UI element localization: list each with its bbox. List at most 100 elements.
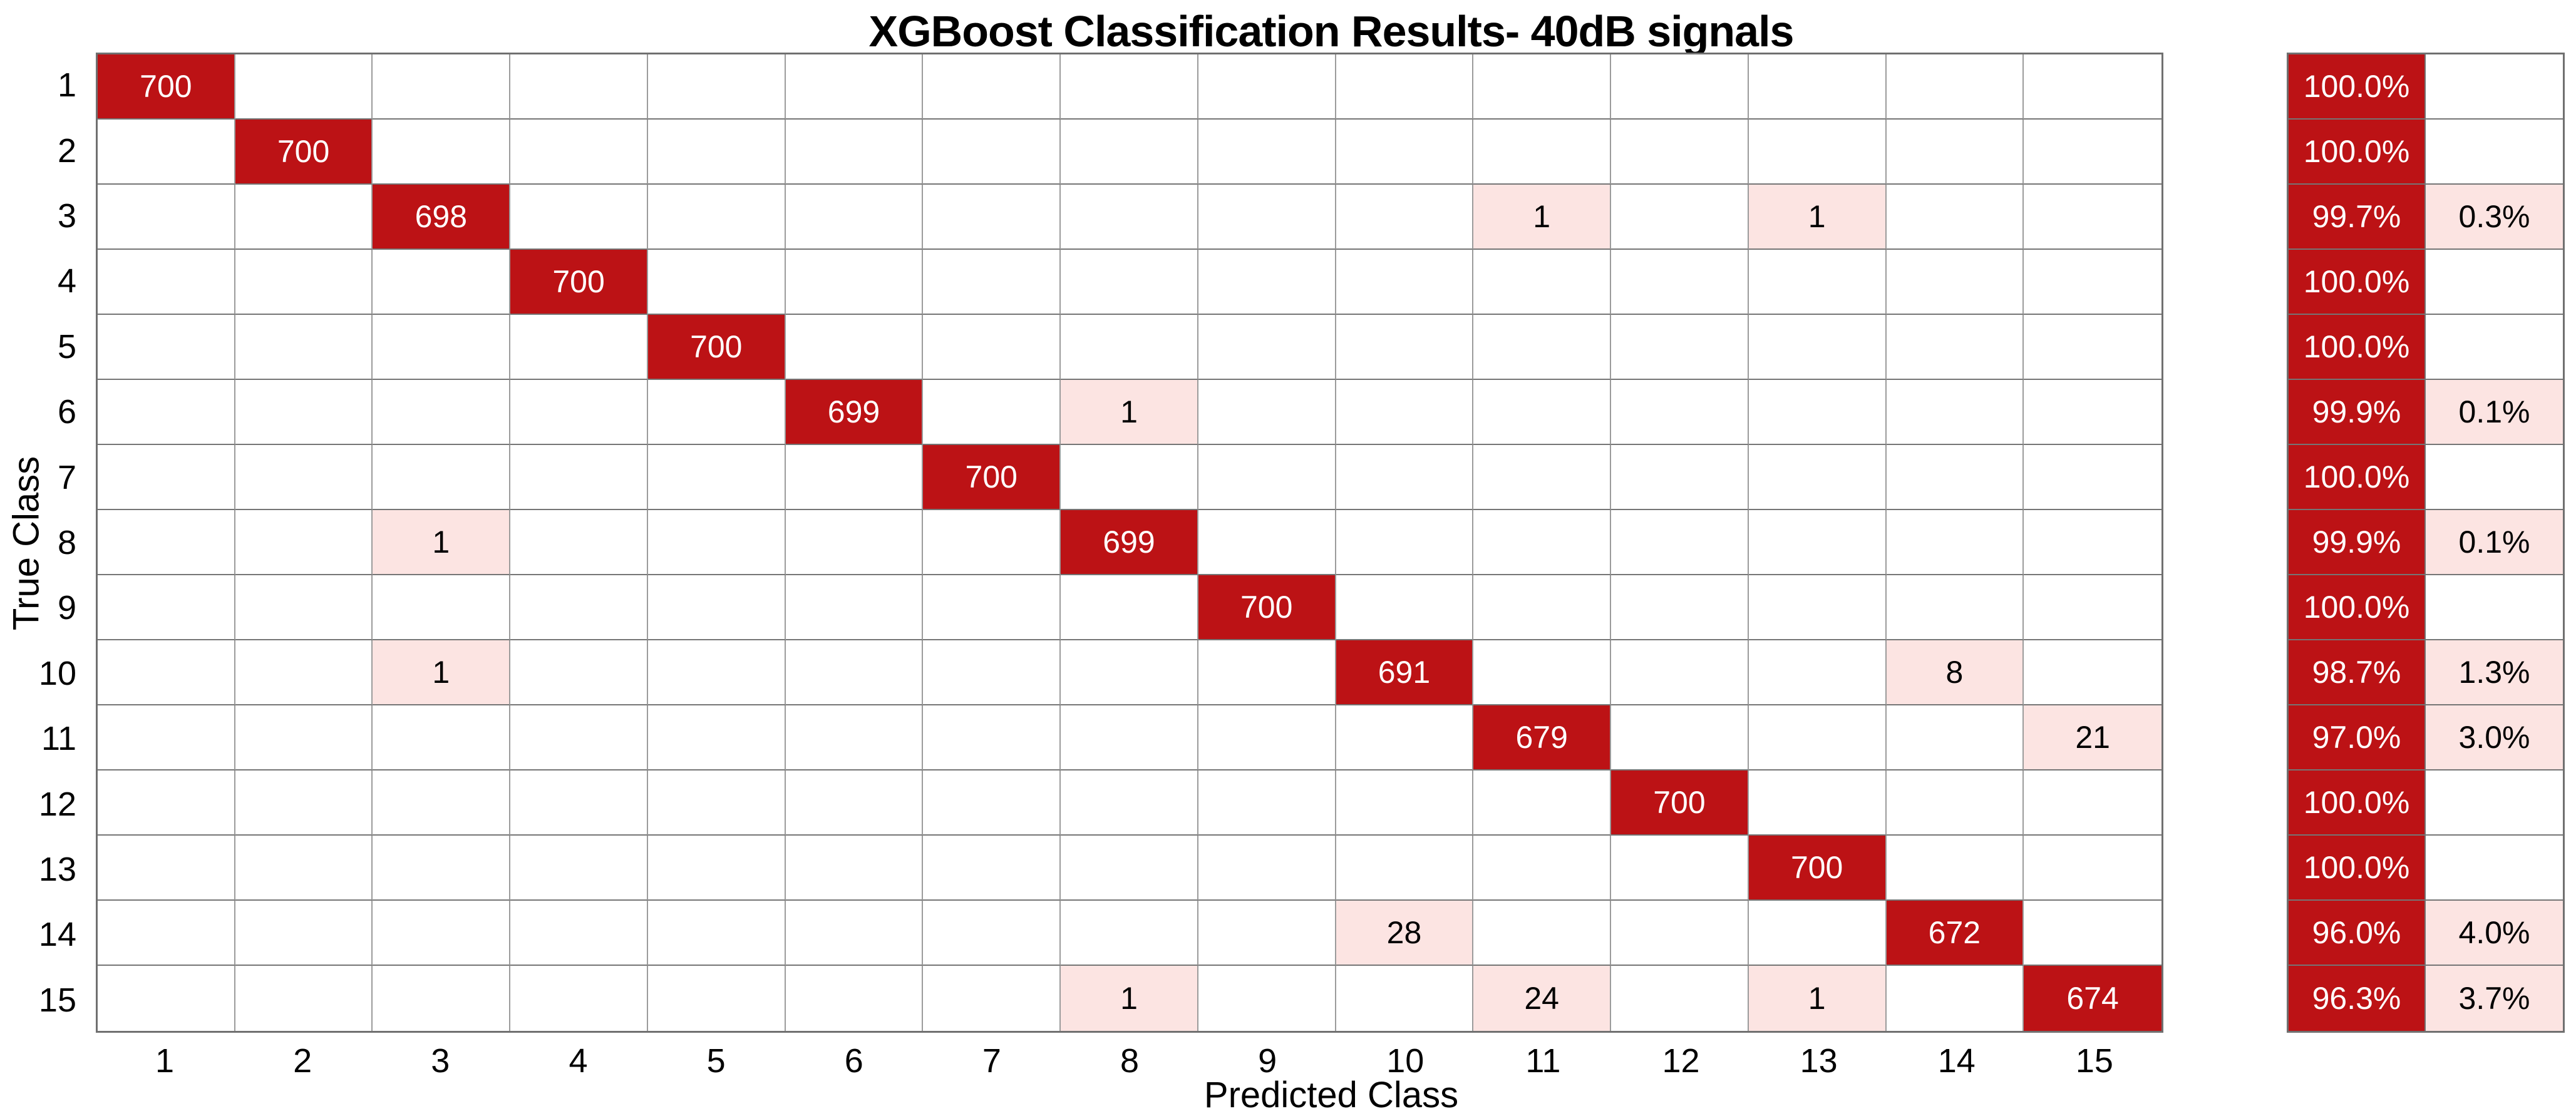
matrix-cell — [510, 770, 648, 836]
matrix-cell — [1886, 120, 2024, 185]
matrix-cell — [1061, 54, 1198, 120]
matrix-cell — [1336, 445, 1474, 510]
matrix-cell — [1611, 575, 1749, 640]
matrix-cell — [2024, 315, 2161, 380]
matrix-cell — [647, 510, 786, 575]
matrix-cell — [1611, 640, 1749, 705]
matrix-cell — [1886, 380, 2024, 445]
matrix-cell — [923, 901, 1061, 966]
matrix-cell — [647, 966, 786, 1031]
summary-recall-cell: 99.7% — [2289, 185, 2426, 250]
summary-recall-cell: 100.0% — [2289, 836, 2426, 901]
x-tick-label: 13 — [1800, 1042, 1838, 1080]
matrix-cell — [785, 445, 924, 510]
summary-error-cell — [2426, 770, 2563, 836]
matrix-cell — [510, 705, 648, 770]
matrix-cell — [1198, 120, 1336, 185]
matrix-cell — [235, 901, 373, 966]
matrix-cell — [923, 380, 1061, 445]
y-tick-label: 10 — [38, 654, 76, 692]
matrix-cell: 700 — [1611, 770, 1749, 836]
chart-title: XGBoost Classification Results- 40dB sig… — [868, 7, 1795, 56]
matrix-cell — [373, 575, 511, 640]
matrix-cell — [2024, 510, 2161, 575]
matrix-cell — [1061, 640, 1198, 705]
matrix-cell — [1198, 836, 1336, 901]
matrix-cell — [1473, 380, 1612, 445]
matrix-cell — [98, 836, 235, 901]
y-axis-ticks: 1 2 3 4 5 6 7 8 9 10 11 12 13 14 15 — [0, 53, 88, 1033]
matrix-cell — [785, 901, 924, 966]
confusion-matrix-grid: 700 700 698 1 1 700 700 699 1 700 1 699 700 1 691 8 679 2… — [96, 53, 2163, 1033]
summary-error-cell: 4.0% — [2426, 901, 2563, 966]
summary-recall-cell: 100.0% — [2289, 575, 2426, 640]
matrix-cell: 1 — [1473, 185, 1612, 250]
matrix-cell — [1198, 966, 1336, 1031]
matrix-cell — [235, 640, 373, 705]
matrix-cell — [510, 380, 648, 445]
matrix-cell — [785, 185, 924, 250]
matrix-cell — [373, 315, 511, 380]
x-tick-label: 11 — [1525, 1042, 1561, 1080]
matrix-cell — [1336, 836, 1474, 901]
matrix-cell — [1611, 185, 1749, 250]
matrix-cell — [1061, 836, 1198, 901]
matrix-cell — [1886, 575, 2024, 640]
matrix-cell — [2024, 445, 2161, 510]
matrix-cell — [98, 510, 235, 575]
matrix-cell — [785, 836, 924, 901]
y-tick-label: 1 — [57, 66, 76, 105]
summary-error-cell — [2426, 836, 2563, 901]
matrix-cell — [1198, 54, 1336, 120]
summary-recall-cell: 100.0% — [2289, 770, 2426, 836]
matrix-cell — [373, 836, 511, 901]
matrix-cell — [98, 250, 235, 315]
matrix-cell — [923, 54, 1061, 120]
matrix-cell — [1886, 250, 2024, 315]
matrix-cell — [1748, 380, 1887, 445]
matrix-cell — [1611, 54, 1749, 120]
matrix-cell — [1611, 445, 1749, 510]
matrix-cell — [1748, 120, 1887, 185]
matrix-cell — [510, 640, 648, 705]
matrix-cell — [1061, 901, 1198, 966]
matrix-cell — [1886, 770, 2024, 836]
matrix-cell — [510, 966, 648, 1031]
matrix-cell — [2024, 185, 2161, 250]
y-tick-label: 13 — [38, 850, 76, 888]
matrix-cell — [647, 445, 786, 510]
matrix-cell — [510, 315, 648, 380]
matrix-cell — [98, 575, 235, 640]
matrix-cell — [2024, 120, 2161, 185]
y-tick-label: 14 — [38, 916, 76, 954]
matrix-cell — [98, 966, 235, 1031]
matrix-cell — [1611, 966, 1749, 1031]
summary-recall-cell: 99.9% — [2289, 380, 2426, 445]
matrix-cell — [1198, 185, 1336, 250]
matrix-cell — [1886, 185, 2024, 250]
matrix-cell — [1611, 901, 1749, 966]
matrix-cell: 700 — [510, 250, 648, 315]
matrix-cell — [98, 185, 235, 250]
matrix-cell — [1198, 705, 1336, 770]
matrix-cell: 672 — [1886, 901, 2024, 966]
matrix-cell — [1473, 54, 1612, 120]
matrix-cell — [235, 836, 373, 901]
matrix-cell — [2024, 380, 2161, 445]
matrix-cell — [1198, 510, 1336, 575]
matrix-cell — [647, 120, 786, 185]
matrix-cell — [373, 54, 511, 120]
matrix-cell: 1 — [373, 640, 511, 705]
matrix-cell — [1473, 836, 1612, 901]
matrix-cell — [235, 315, 373, 380]
matrix-cell — [923, 770, 1061, 836]
matrix-cell: 8 — [1886, 640, 2024, 705]
row-summary-panel: 100.0% 100.0% 99.7% 0.3% 100.0% 100.0% 99.9% 0.… — [2287, 53, 2565, 1033]
matrix-cell: 700 — [923, 445, 1061, 510]
matrix-cell — [1473, 575, 1612, 640]
summary-recall-cell: 99.9% — [2289, 510, 2426, 575]
matrix-cell — [647, 901, 786, 966]
summary-recall-cell: 100.0% — [2289, 445, 2426, 510]
matrix-cell: 700 — [98, 54, 235, 120]
matrix-cell: 700 — [1748, 836, 1887, 901]
